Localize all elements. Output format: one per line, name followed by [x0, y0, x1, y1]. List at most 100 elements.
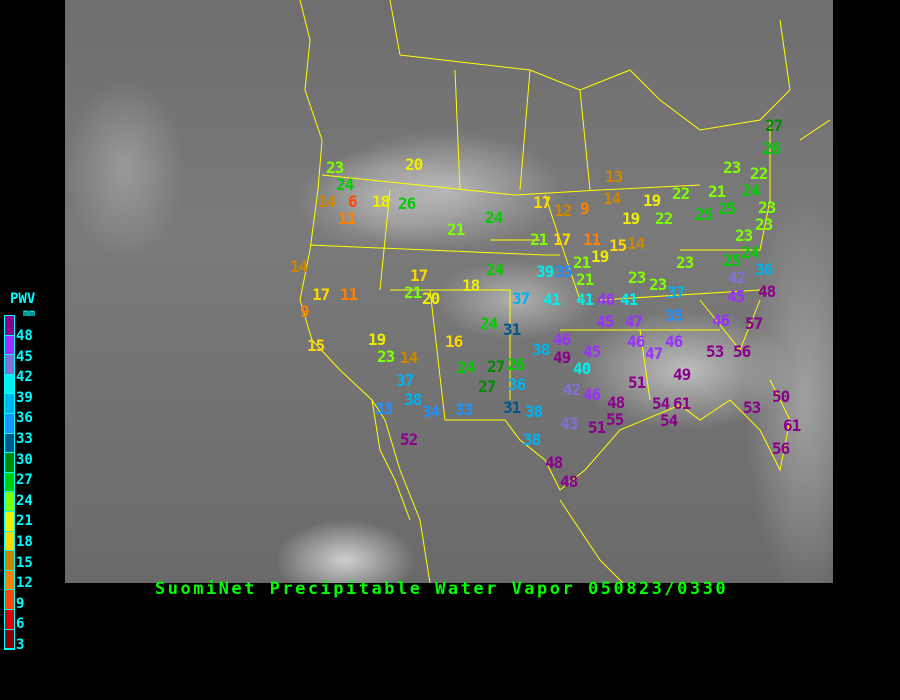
legend-label: 24 [16, 492, 33, 509]
station-pwv-value: 48 [758, 282, 776, 301]
station-pwv-value: 45 [596, 312, 614, 331]
legend-swatch [5, 492, 14, 512]
station-pwv-value: 24 [741, 243, 759, 262]
station-pwv-value: 19 [643, 191, 661, 210]
legend-swatch [5, 629, 14, 650]
station-pwv-value: 23 [377, 347, 395, 366]
station-pwv-value: 21 [530, 230, 548, 249]
station-pwv-value: 34 [422, 402, 440, 421]
station-pwv-value: 42 [563, 380, 581, 399]
legend-swatch [5, 453, 14, 473]
station-pwv-value: 11 [338, 209, 356, 228]
station-pwv-value: 17 [410, 266, 428, 285]
station-pwv-value: 15 [609, 236, 627, 255]
station-pwv-value: 14 [318, 192, 336, 211]
station-pwv-value: 22 [655, 209, 673, 228]
station-pwv-value: 21 [708, 182, 726, 201]
station-pwv-value: 19 [622, 209, 640, 228]
color-scale-bar [4, 315, 15, 651]
station-pwv-value: 45 [727, 287, 745, 306]
station-pwv-value: 9 [580, 199, 590, 218]
station-pwv-value: 21 [573, 253, 591, 272]
legend-unit: mm [23, 308, 36, 319]
boundary-line [379, 189, 391, 291]
legend-swatch [5, 609, 14, 630]
station-pwv-value: 50 [772, 387, 790, 406]
legend-swatch [5, 590, 14, 610]
boundary-line [389, 0, 401, 56]
legend-swatch [5, 355, 14, 375]
legend-label: 15 [16, 554, 33, 571]
legend-label: 3 [16, 637, 25, 653]
station-pwv-value: 25 [723, 251, 741, 270]
station-pwv-value: 16 [445, 332, 463, 351]
political-boundaries [299, 0, 831, 583]
legend-label: 39 [16, 389, 33, 406]
station-pwv-value: 17 [533, 193, 551, 212]
station-pwv-value: 48 [545, 453, 563, 472]
boundary-line [559, 499, 624, 583]
legend-swatch [5, 316, 14, 336]
station-pwv-value: 19 [368, 330, 386, 349]
station-pwv-value: 35 [665, 306, 683, 325]
station-pwv-value: 49 [553, 348, 571, 367]
station-pwv-value: 23 [649, 275, 667, 294]
station-pwv-value: 41 [576, 290, 594, 309]
station-pwv-value: 47 [625, 312, 643, 331]
legend-label: 45 [16, 348, 33, 365]
station-pwv-value: 27 [765, 116, 783, 135]
station-pwv-value: 19 [591, 247, 609, 266]
boundary-line [799, 119, 831, 141]
station-pwv-value: 38 [525, 402, 543, 421]
legend-swatch [5, 433, 14, 454]
station-pwv-value: 24 [742, 181, 760, 200]
station-pwv-value: 40 [573, 359, 591, 378]
boundary-line [309, 244, 560, 256]
station-pwv-value: 39 [536, 262, 554, 281]
station-pwv-value: 45 [583, 342, 601, 361]
station-pwv-value: 57 [745, 314, 763, 333]
boundary-line [371, 399, 411, 521]
station-pwv-value: 12 [554, 201, 572, 220]
station-pwv-value: 46 [583, 385, 601, 404]
station-pwv-value: 23 [723, 158, 741, 177]
station-pwv-value: 27 [487, 357, 505, 376]
station-pwv-value: 42 [728, 268, 746, 287]
station-pwv-value: 53 [706, 342, 724, 361]
station-pwv-value: 37 [667, 283, 685, 302]
station-pwv-value: 37 [512, 289, 530, 308]
station-pwv-value: 43 [560, 414, 578, 433]
station-pwv-value: 46 [712, 311, 730, 330]
station-pwv-value: 46 [665, 332, 683, 351]
boundary-line [699, 299, 761, 351]
legend-swatch [5, 394, 14, 414]
station-pwv-value: 46 [627, 332, 645, 351]
boundary-line [544, 194, 581, 301]
station-pwv-value: 14 [400, 348, 418, 367]
station-pwv-value: 54 [660, 411, 678, 430]
boundary-line [579, 89, 591, 191]
legend-label: 27 [16, 472, 33, 489]
station-pwv-value: 6 [348, 192, 358, 211]
boundary-line [454, 69, 461, 191]
station-pwv-value: 15 [307, 336, 325, 355]
station-pwv-value: 26 [398, 194, 416, 213]
legend-swatch [5, 511, 14, 532]
station-pwv-value: 26 [763, 139, 781, 158]
legend-swatch [5, 570, 14, 591]
legend-label: 18 [16, 534, 33, 550]
station-pwv-value: 17 [553, 230, 571, 249]
legend-label: 21 [16, 513, 33, 530]
station-pwv-value: 35 [555, 262, 573, 281]
station-pwv-value: 53 [743, 398, 761, 417]
station-pwv-value: 56 [733, 342, 751, 361]
station-pwv-value: 36 [755, 260, 773, 279]
station-pwv-value: 36 [508, 375, 526, 394]
station-pwv-value: 38 [404, 390, 422, 409]
station-pwv-value: 46 [553, 330, 571, 349]
station-pwv-value: 31 [503, 320, 521, 339]
station-pwv-value: 38 [532, 340, 550, 359]
legend-swatch [5, 472, 14, 493]
station-pwv-value: 41 [620, 290, 638, 309]
station-pwv-value: 47 [645, 344, 663, 363]
